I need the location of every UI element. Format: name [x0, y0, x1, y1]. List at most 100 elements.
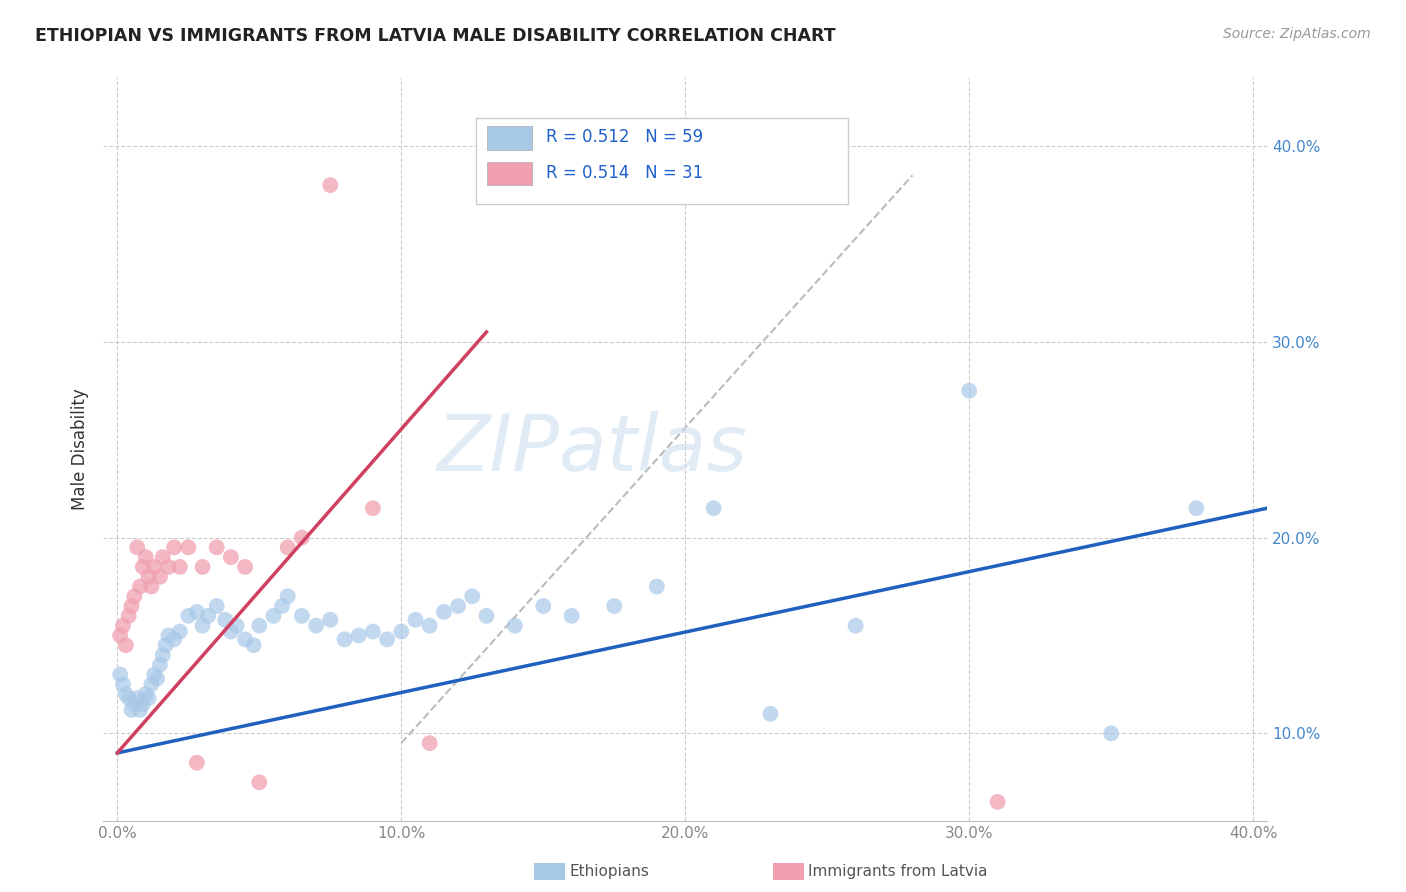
Point: [138, 691, 160, 706]
Point: [333, 632, 356, 647]
Text: Source: ZipAtlas.com: Source: ZipAtlas.com: [1223, 27, 1371, 41]
Point: [129, 580, 152, 594]
Point: [152, 648, 174, 662]
Point: [111, 618, 134, 632]
Text: Immigrants from Latvia: Immigrants from Latvia: [808, 864, 988, 879]
Point: [163, 632, 186, 647]
Point: [157, 560, 180, 574]
Point: [121, 703, 143, 717]
Point: [177, 608, 200, 623]
Point: [561, 608, 583, 623]
Point: [108, 667, 131, 681]
Point: [219, 624, 242, 639]
Point: [319, 178, 342, 193]
Point: [108, 628, 131, 642]
Point: [191, 618, 214, 632]
Point: [957, 384, 980, 398]
Text: R = 0.512   N = 59: R = 0.512 N = 59: [546, 128, 703, 146]
Text: Ethiopians: Ethiopians: [569, 864, 650, 879]
Point: [115, 687, 138, 701]
Point: [291, 531, 314, 545]
Point: [118, 691, 141, 706]
Point: [157, 628, 180, 642]
Point: [271, 599, 294, 613]
Point: [143, 667, 166, 681]
Point: [1099, 726, 1122, 740]
Point: [645, 580, 668, 594]
Point: [233, 632, 256, 647]
Point: [319, 613, 342, 627]
Point: [132, 560, 155, 574]
FancyBboxPatch shape: [488, 161, 531, 186]
Point: [169, 624, 191, 639]
Point: [115, 638, 138, 652]
Point: [987, 795, 1010, 809]
Point: [169, 560, 191, 574]
Point: [405, 613, 427, 627]
Point: [305, 618, 328, 632]
Point: [127, 691, 149, 706]
Point: [111, 677, 134, 691]
Text: R = 0.514   N = 31: R = 0.514 N = 31: [546, 163, 703, 182]
Point: [129, 703, 152, 717]
Point: [186, 756, 208, 770]
Point: [1185, 501, 1208, 516]
Point: [225, 618, 247, 632]
Point: [759, 706, 782, 721]
Point: [419, 618, 441, 632]
Point: [127, 541, 149, 555]
Point: [603, 599, 626, 613]
Point: [124, 589, 146, 603]
Point: [503, 618, 526, 632]
Point: [152, 550, 174, 565]
Point: [361, 501, 384, 516]
Point: [149, 570, 172, 584]
Point: [177, 541, 200, 555]
Point: [277, 589, 299, 603]
Point: [447, 599, 470, 613]
Point: [214, 613, 236, 627]
Y-axis label: Male Disability: Male Disability: [72, 389, 89, 510]
Point: [242, 638, 264, 652]
Point: [121, 599, 143, 613]
Point: [191, 560, 214, 574]
Point: [186, 605, 208, 619]
Text: ETHIOPIAN VS IMMIGRANTS FROM LATVIA MALE DISABILITY CORRELATION CHART: ETHIOPIAN VS IMMIGRANTS FROM LATVIA MALE…: [35, 27, 835, 45]
Point: [389, 624, 412, 639]
Point: [347, 628, 370, 642]
Point: [433, 605, 456, 619]
Point: [141, 677, 163, 691]
Point: [375, 632, 398, 647]
Text: ZIPatlas: ZIPatlas: [437, 411, 748, 487]
Point: [132, 697, 155, 711]
Point: [531, 599, 554, 613]
Point: [205, 599, 228, 613]
Point: [124, 697, 146, 711]
Point: [247, 775, 270, 789]
Point: [247, 618, 270, 632]
Point: [263, 608, 285, 623]
Point: [149, 657, 172, 672]
Point: [419, 736, 441, 750]
Point: [219, 550, 242, 565]
FancyBboxPatch shape: [488, 126, 531, 150]
Point: [141, 580, 163, 594]
Point: [118, 608, 141, 623]
Point: [475, 608, 498, 623]
Point: [163, 541, 186, 555]
Point: [361, 624, 384, 639]
Point: [233, 560, 256, 574]
Point: [155, 638, 177, 652]
Point: [146, 672, 169, 686]
Point: [138, 570, 160, 584]
Point: [277, 541, 299, 555]
FancyBboxPatch shape: [475, 119, 848, 204]
Point: [135, 687, 157, 701]
Point: [143, 560, 166, 574]
Point: [703, 501, 725, 516]
Point: [461, 589, 484, 603]
Point: [291, 608, 314, 623]
Point: [845, 618, 868, 632]
Point: [135, 550, 157, 565]
Point: [205, 541, 228, 555]
